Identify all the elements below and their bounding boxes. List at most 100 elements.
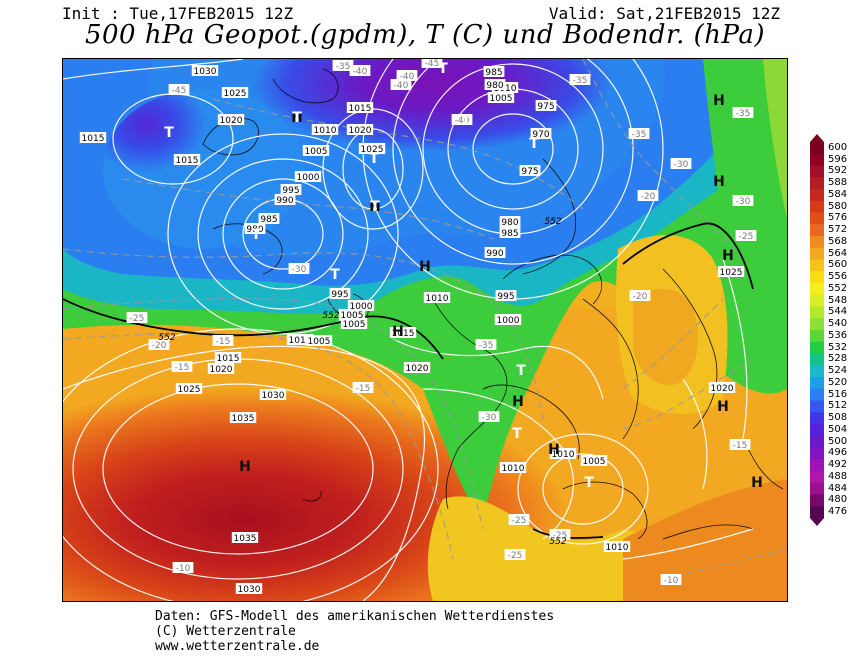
colorbar-swatch <box>810 341 824 354</box>
isotherm-label: -10 <box>172 562 194 574</box>
isobar-label: 1020 <box>708 382 736 394</box>
svg-text:-25: -25 <box>739 232 754 242</box>
isobar-label: 1005 <box>302 145 330 157</box>
low-pressure-center: T <box>438 61 448 77</box>
colorbar-value-label: 540 <box>828 318 848 330</box>
svg-text:-45: -45 <box>172 86 187 96</box>
isobar-label: 985 <box>258 213 280 225</box>
isobar-label: 1030 <box>259 389 287 401</box>
colorbar-swatch <box>810 259 824 272</box>
colorbar-value-label: 560 <box>828 259 848 271</box>
svg-text:1015: 1015 <box>217 354 240 364</box>
colorbar-swatch <box>810 471 824 484</box>
colorbar-value-label: 592 <box>828 165 848 177</box>
colorbar-swatch <box>810 447 824 460</box>
isobar-label: 1015 <box>389 327 417 339</box>
svg-text:980: 980 <box>246 225 263 235</box>
svg-text:1020: 1020 <box>349 126 372 136</box>
svg-text:985: 985 <box>260 215 277 225</box>
isobar-label: 1025 <box>717 266 745 278</box>
colorbar-swatch <box>810 506 824 519</box>
svg-text:-25: -25 <box>130 314 145 324</box>
svg-text:1020: 1020 <box>220 116 243 126</box>
svg-text:-35: -35 <box>573 76 588 86</box>
svg-text:1015: 1015 <box>349 104 372 114</box>
colorbar-swatch <box>810 236 824 249</box>
svg-text:1020: 1020 <box>711 384 734 394</box>
svg-text:1025: 1025 <box>178 385 201 395</box>
svg-text:-35: -35 <box>632 130 647 140</box>
isotherm-label: -35 <box>732 107 754 119</box>
isotherm-label: -45 <box>168 84 190 96</box>
isobar-label: 995 <box>495 290 517 302</box>
svg-text:980: 980 <box>486 81 503 91</box>
colorbar-value-label: 484 <box>828 482 848 494</box>
svg-text:985: 985 <box>485 68 502 78</box>
colorbar-value-label: 556 <box>828 271 848 283</box>
high-pressure-center: H <box>722 248 734 264</box>
isobar-label: 980 <box>244 223 266 235</box>
isotherm-label: -15 <box>212 335 234 347</box>
isobar-label: 975 <box>519 165 541 177</box>
colorbar-swatch <box>810 388 824 401</box>
isobar-label: 1030 <box>191 65 219 77</box>
svg-text:-30: -30 <box>674 160 689 170</box>
colorbar-swatch <box>810 283 824 296</box>
high-pressure-center: H <box>512 394 524 410</box>
map-canvas: 1030102510201015101510101005100099599098… <box>63 59 787 601</box>
low-pressure-center: T <box>330 267 340 283</box>
svg-text:1015: 1015 <box>392 329 415 339</box>
colorbar-value-label: 588 <box>828 177 848 189</box>
colorbar-swatch <box>810 306 824 319</box>
isotherm-label: -35 <box>628 128 650 140</box>
low-pressure-center: T <box>251 227 261 243</box>
colorbar-value-label: 504 <box>828 423 848 435</box>
isotherm-label: -35 <box>475 339 497 351</box>
colorbar-swatch <box>810 247 824 260</box>
colorbar-swatch <box>810 294 824 307</box>
isobar-label: 990 <box>484 247 506 259</box>
svg-text:-30: -30 <box>736 197 751 207</box>
geopotential-label: 552 <box>158 333 175 343</box>
isotherm-label: -40 <box>390 79 412 91</box>
svg-text:-40: -40 <box>394 81 409 91</box>
colorbar-value-label: 536 <box>828 329 848 341</box>
svg-text:-35: -35 <box>336 62 351 72</box>
isobar-label: 1015 <box>346 102 374 114</box>
isotherm-label: -10 <box>660 574 682 586</box>
isobar-label: 1020 <box>207 363 235 375</box>
svg-text:1030: 1030 <box>238 585 261 595</box>
colorbar-swatch <box>810 435 824 448</box>
colorbar-value-label: 552 <box>828 282 848 294</box>
colorbar-value-label: 512 <box>828 400 848 412</box>
svg-text:1005: 1005 <box>583 457 606 467</box>
isobar-label: 1035 <box>231 532 259 544</box>
svg-text:975: 975 <box>537 102 554 112</box>
isobar-label: 1005 <box>487 92 515 104</box>
colorbar-value-label: 584 <box>828 188 848 200</box>
colorbar-swatch <box>810 330 824 343</box>
colorbar-swatch <box>810 189 824 202</box>
low-pressure-center: T <box>584 475 594 491</box>
isobar-label: 1010 <box>549 448 577 460</box>
high-pressure-center: H <box>291 110 303 126</box>
colorbar-swatch <box>810 200 824 213</box>
colorbar <box>810 134 824 526</box>
colorbar-swatch <box>810 177 824 190</box>
svg-text:975: 975 <box>521 167 538 177</box>
svg-text:990: 990 <box>276 196 293 206</box>
svg-text:-20: -20 <box>641 192 656 202</box>
isotherm-label: -15 <box>729 439 751 451</box>
svg-text:970: 970 <box>532 130 549 140</box>
isobar-label: 1015 <box>214 352 242 364</box>
colorbar-value-label: 580 <box>828 200 848 212</box>
footer-copyright: (C) Wetterzentrale <box>155 624 296 639</box>
isotherm-label: -30 <box>670 158 692 170</box>
svg-text:1015: 1015 <box>176 156 199 166</box>
svg-text:1025: 1025 <box>361 145 384 155</box>
geopotential-label: 552 <box>544 217 561 227</box>
svg-text:1035: 1035 <box>234 534 257 544</box>
low-pressure-center: T <box>516 363 526 379</box>
colorbar-value-label: 528 <box>828 353 848 365</box>
